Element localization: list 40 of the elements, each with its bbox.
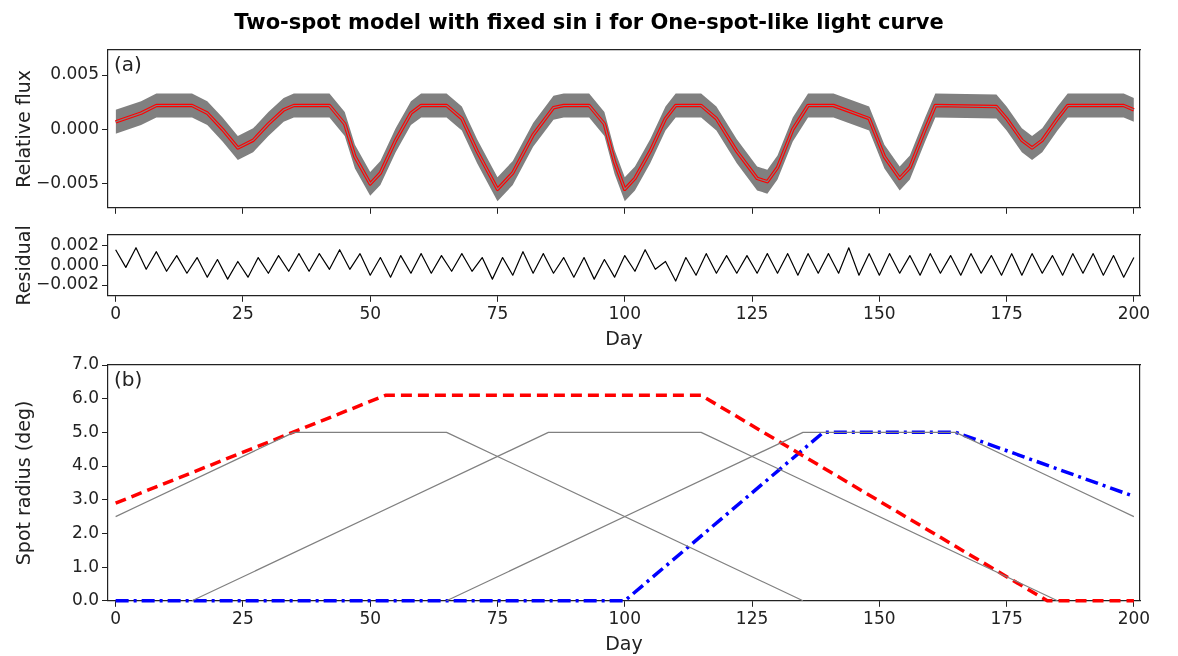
x-axis-title: Day <box>605 326 643 349</box>
y-axis-title: Spot radius (deg) <box>12 400 35 566</box>
x-axis-title: Day <box>605 631 643 654</box>
chart-title: Two-spot model with fixed sin i for One-spot-like light curve <box>233 9 945 36</box>
annotation: (b) <box>114 367 143 392</box>
x-tick-label: 125 <box>735 608 769 629</box>
y-tick-label: −0.002 <box>36 273 99 294</box>
y-axis-title: Residual <box>12 225 35 306</box>
x-tick-label: 75 <box>486 608 509 629</box>
y-tick-label: 0.0 <box>71 589 99 610</box>
x-tick-label: 150 <box>863 608 896 629</box>
y-tick-label: 0.002 <box>50 234 99 255</box>
x-tick-label: 25 <box>232 608 254 629</box>
y-tick-label: 2.0 <box>71 521 99 542</box>
x-tick-label: 50 <box>359 303 382 324</box>
y-tick-label: 0.000 <box>50 253 99 274</box>
x-tick-label: 125 <box>735 303 769 324</box>
x-tick-label: 175 <box>990 608 1023 629</box>
x-tick-label: 0 <box>110 303 122 324</box>
x-tick-label: 175 <box>990 303 1023 324</box>
x-tick-label: 0 <box>110 608 122 629</box>
x-tick-label: 200 <box>1117 608 1151 629</box>
y-tick-label: 1.0 <box>71 555 99 576</box>
y-tick-label: −0.005 <box>36 172 99 193</box>
y-tick-label: 3.0 <box>71 488 99 509</box>
y-tick-label: 4.0 <box>71 454 99 475</box>
y-tick-label: 5.0 <box>71 420 99 441</box>
y-tick-label: 6.0 <box>71 387 99 408</box>
y-axis-title: Relative flux <box>12 69 35 188</box>
x-tick-label: 150 <box>863 303 896 324</box>
x-tick-label: 75 <box>486 303 509 324</box>
x-tick-label: 100 <box>608 608 641 629</box>
x-tick-label: 25 <box>232 303 254 324</box>
x-tick-label: 50 <box>359 608 382 629</box>
y-tick-label: 7.0 <box>71 353 99 374</box>
y-tick-label: 0.005 <box>50 63 99 84</box>
x-tick-label: 200 <box>1117 303 1151 324</box>
annotation: (a) <box>114 52 142 77</box>
y-tick-label: 0.000 <box>50 117 99 138</box>
x-tick-label: 100 <box>608 303 641 324</box>
